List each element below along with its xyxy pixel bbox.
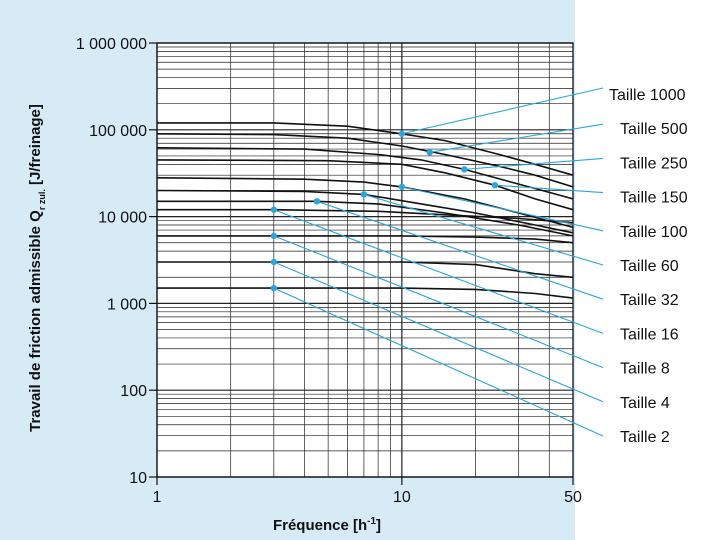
series-labels: Taille 1000 Taille 500 Taille 250 Taille 15… <box>270 87 688 446</box>
y-tick-label: 100 000 <box>89 123 147 140</box>
series-line <box>157 287 574 299</box>
y-tick-label: 10 <box>129 470 147 487</box>
series-marker <box>270 232 278 240</box>
series-label: Taille 500 <box>620 121 688 138</box>
leader-line <box>316 200 604 300</box>
series-label: Taille 32 <box>620 292 679 309</box>
y-tick-label: 1 000 <box>107 296 147 313</box>
leader-line <box>273 261 604 403</box>
series-label: Taille 16 <box>620 326 679 343</box>
series-marker <box>398 130 406 137</box>
series-line <box>156 189 574 234</box>
series-label: Taille 250 <box>620 155 688 172</box>
series-line <box>156 159 574 211</box>
y-tick-label: 100 <box>120 383 147 400</box>
series-label: Taille 150 <box>620 190 688 207</box>
series-marker <box>270 258 278 266</box>
leader-line <box>401 186 604 232</box>
series-label: Taille 60 <box>620 258 679 275</box>
y-tick-label: 10 000 <box>98 210 147 227</box>
series-label: Taille 8 <box>620 361 670 378</box>
series-marker <box>426 149 433 156</box>
x-tick-label: 50 <box>564 489 582 506</box>
leader-line <box>363 193 604 266</box>
series-line <box>156 133 574 188</box>
x-axis-title: Fréquence [h-1] <box>273 516 381 534</box>
leader-line <box>273 235 604 369</box>
series-marker <box>313 198 321 205</box>
series-label: Taille 1000 <box>609 87 686 104</box>
leader-line <box>494 184 604 194</box>
series-marker <box>491 182 499 189</box>
series-line <box>157 235 574 244</box>
series-marker <box>270 284 278 292</box>
series-marker <box>461 166 468 173</box>
leader-line <box>273 209 604 334</box>
series-label: Taille 2 <box>620 429 670 446</box>
x-tick-label: 1 <box>153 489 162 506</box>
plot-area <box>157 43 573 477</box>
series-line <box>157 208 574 224</box>
leader-line <box>464 157 604 170</box>
grid-lines <box>156 42 574 478</box>
series-line <box>157 261 574 279</box>
series-line <box>156 147 574 200</box>
series-line <box>157 122 574 176</box>
series-marker <box>360 191 368 198</box>
series-label: Taille 100 <box>620 224 688 241</box>
leader-line <box>401 87 604 135</box>
series-marker <box>398 183 406 191</box>
leader-line <box>273 287 604 437</box>
x-tick-label: 10 <box>393 489 411 506</box>
series-marker <box>270 206 278 213</box>
y-tick-label: 1 000 000 <box>76 36 147 53</box>
leader-line <box>429 123 604 153</box>
y-axis-title: Travail de friction admissible Qr zul. [… <box>27 104 47 432</box>
series-label: Taille 4 <box>620 395 670 412</box>
plot-frame <box>156 42 574 478</box>
